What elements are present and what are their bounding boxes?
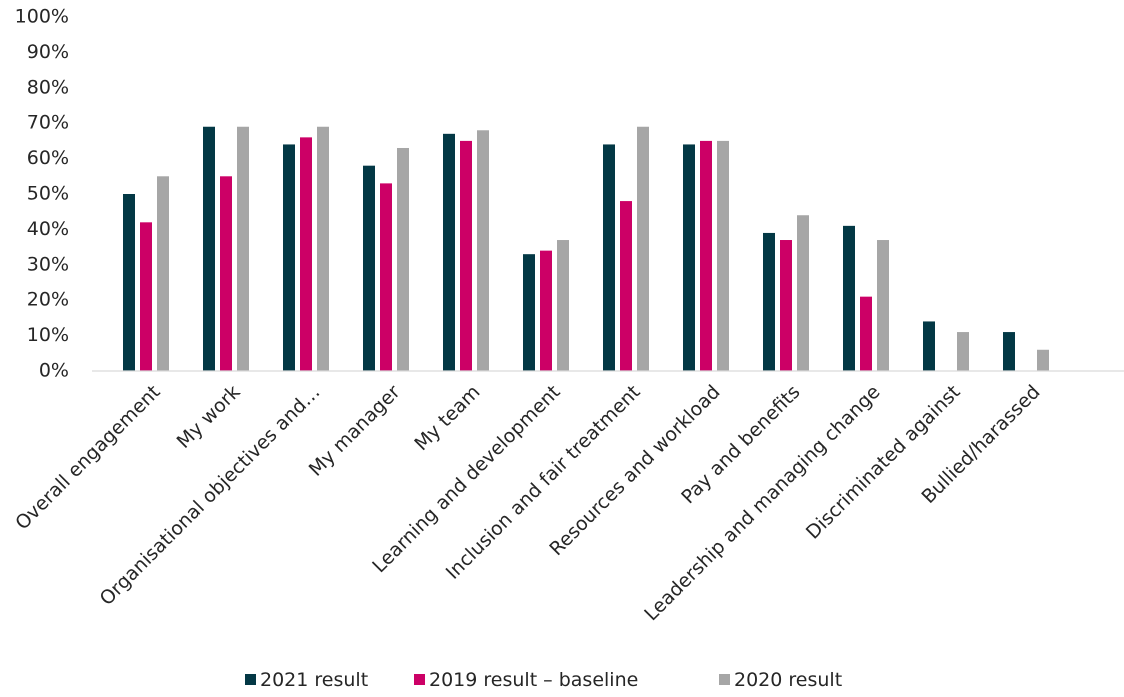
bar-1-6	[523, 254, 535, 371]
y-tick-label: 90%	[27, 41, 69, 63]
bar-3-5	[477, 130, 489, 371]
bar-1-7	[603, 144, 615, 371]
x-axis: Overall engagement My workOrganisational …	[11, 381, 1044, 625]
x-tick-label: Overall engagement	[11, 381, 164, 534]
bar-2-5	[460, 140, 472, 371]
y-tick-label: 0%	[39, 360, 69, 382]
bar-1-10	[843, 225, 855, 371]
bar-3-2	[237, 126, 249, 372]
legend-label-3: 2020 result	[734, 669, 842, 691]
y-tick-label: 30%	[27, 253, 69, 275]
x-tick-label: Resources and workload	[545, 381, 724, 560]
legend-label-1: 2021 result	[260, 669, 368, 691]
y-tick-label: 70%	[27, 112, 69, 134]
y-tick-label: 60%	[27, 147, 69, 169]
bar-3-7	[637, 126, 649, 372]
bar-2-9	[780, 240, 792, 371]
bar-2-1	[140, 222, 152, 371]
x-tick-label: My work	[173, 381, 245, 453]
bar-1-1	[123, 194, 135, 371]
bar-2-2	[220, 176, 232, 371]
y-tick-label: 10%	[27, 324, 69, 346]
bar-2-7	[620, 201, 632, 371]
y-tick-label: 100%	[15, 6, 69, 28]
legend: 2021 result 2019 result – baseline 2020 re…	[245, 669, 842, 691]
bar-3-9	[797, 215, 809, 371]
legend-swatch-3	[719, 674, 730, 685]
bar-1-4	[363, 165, 375, 371]
bar-3-11	[957, 332, 969, 371]
bar-3-12	[1037, 349, 1049, 371]
bar-2-3	[300, 137, 312, 371]
bar-3-8	[717, 140, 729, 371]
bar-3-3	[317, 126, 329, 372]
x-tick-label: Discriminated against	[802, 381, 965, 544]
bar-2-10	[860, 296, 872, 371]
y-tick-label: 40%	[27, 218, 69, 240]
bar-1-3	[283, 144, 295, 371]
bar-1-11	[923, 321, 935, 371]
y-tick-label: 50%	[27, 183, 69, 205]
bar-2-4	[380, 183, 392, 371]
bar-1-9	[763, 232, 775, 371]
x-tick-label: My team	[410, 381, 484, 455]
bar-3-4	[397, 147, 409, 371]
bar-1-12	[1003, 332, 1015, 371]
bar-1-8	[683, 144, 695, 371]
legend-swatch-2	[414, 674, 425, 685]
legend-swatch-1	[245, 674, 256, 685]
y-tick-label: 20%	[27, 289, 69, 311]
bar-3-1	[157, 176, 169, 371]
y-axis: 0% 10% 20% 30% 40% 50% 60% 70% 80% 90% 100%	[15, 6, 69, 382]
bar-1-2	[203, 126, 215, 372]
bar-1-5	[443, 133, 455, 371]
bar-3-10	[877, 240, 889, 371]
bar-3-6	[557, 240, 569, 371]
bars	[123, 126, 1049, 372]
legend-label-2: 2019 result – baseline	[429, 669, 638, 691]
bar-2-6	[540, 250, 552, 371]
bar-2-8	[700, 140, 712, 371]
y-tick-label: 80%	[27, 76, 69, 98]
